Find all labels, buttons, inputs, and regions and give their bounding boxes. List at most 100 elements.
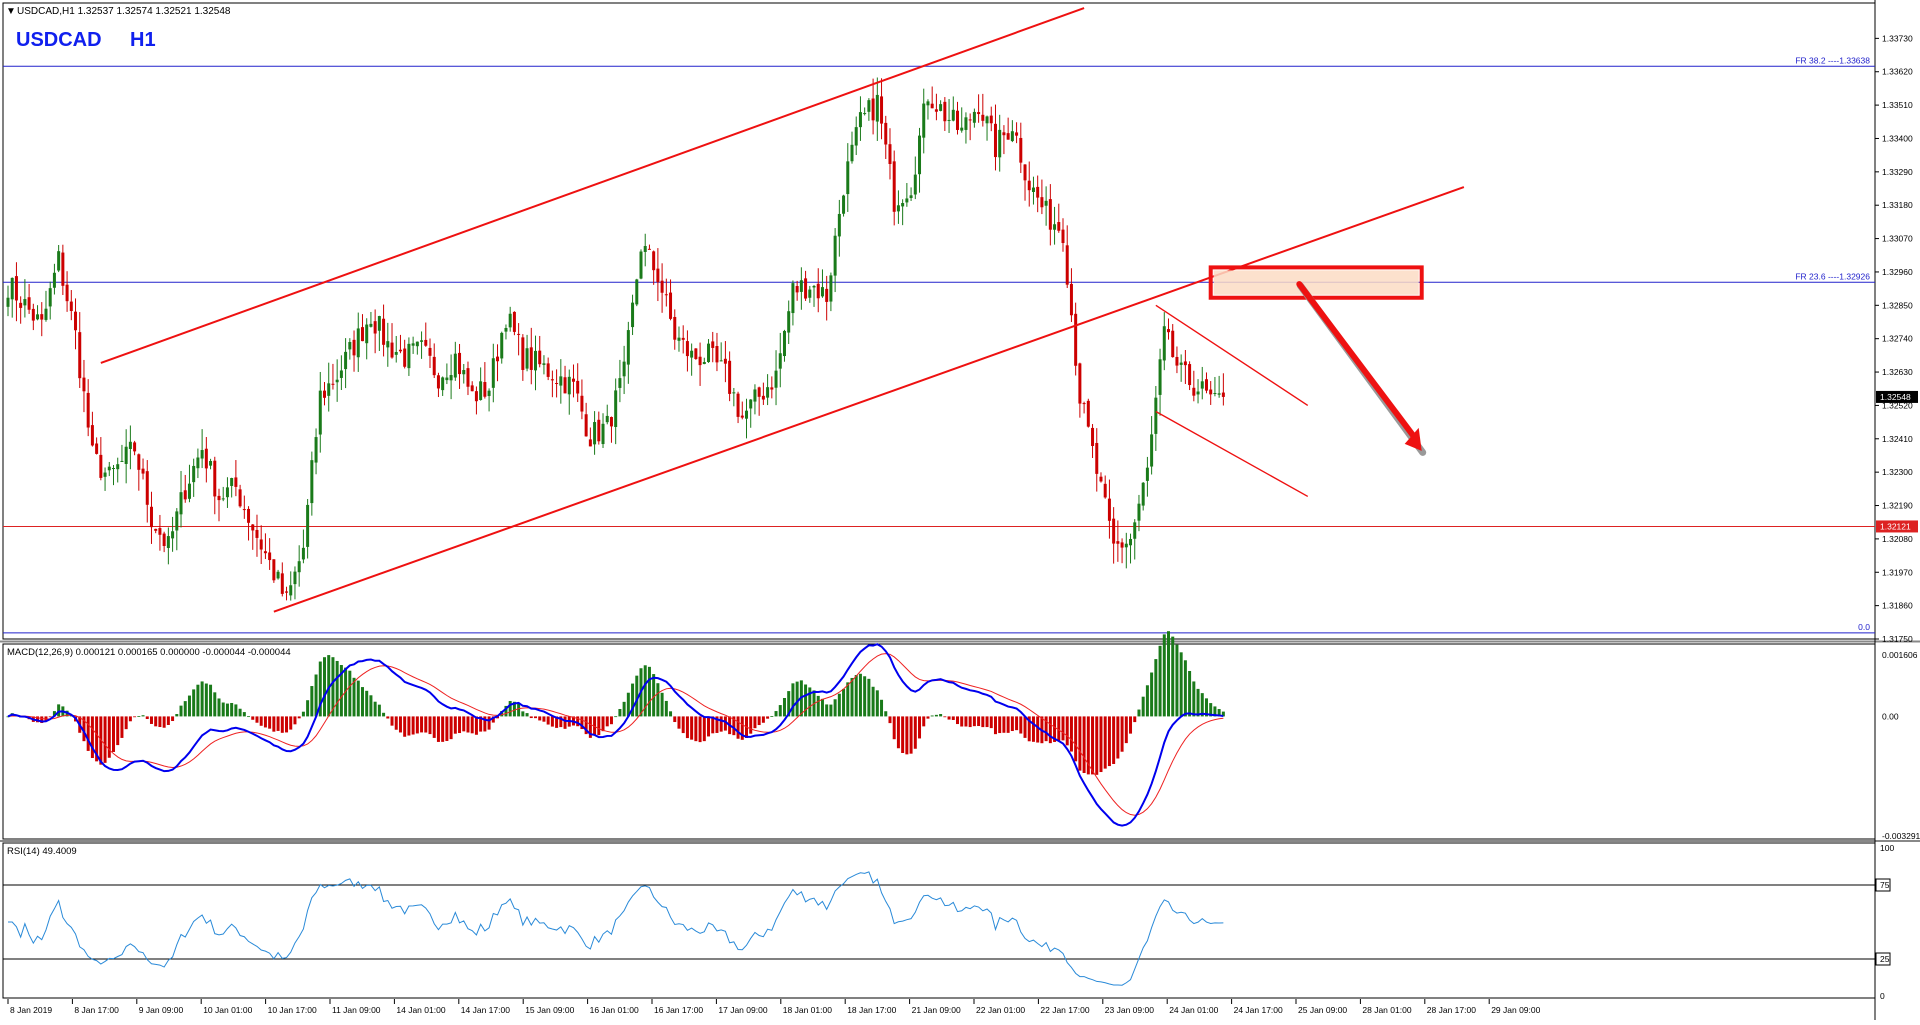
macd-histogram-bar: [791, 683, 795, 717]
macd-histogram-bar: [660, 692, 664, 717]
x-tick-label: 24 Jan 17:00: [1234, 1005, 1283, 1015]
candle-body: [517, 333, 521, 335]
macd-histogram-bar: [1074, 716, 1078, 762]
macd-histogram-bar: [403, 716, 407, 737]
candle-body: [504, 327, 508, 332]
candle-body: [850, 144, 854, 162]
candle-body: [204, 448, 208, 469]
macd-histogram-bar: [850, 677, 854, 717]
macd-histogram-bar: [458, 716, 462, 734]
macd-histogram-bar: [428, 716, 432, 735]
candle-body: [926, 101, 930, 106]
macd-histogram-bar: [854, 675, 858, 717]
candle-body: [6, 297, 10, 307]
macd-histogram-bar: [829, 704, 833, 717]
macd-histogram-bar: [1192, 681, 1196, 717]
macd-histogram-bar: [40, 716, 44, 724]
candle-body: [306, 504, 310, 547]
candle-body: [323, 390, 326, 398]
candle-body: [690, 350, 694, 358]
support-price-tag-bg: [1876, 520, 1918, 533]
candle-body: [352, 339, 356, 356]
macd-histogram-bar: [306, 700, 310, 717]
macd-histogram-bar: [719, 716, 723, 732]
macd-histogram-bar: [825, 704, 829, 717]
candle-body: [770, 387, 774, 390]
macd-histogram-bar: [57, 704, 61, 717]
macd-histogram-bar: [1103, 716, 1107, 769]
candle-body: [1175, 356, 1179, 366]
candle-body: [1158, 359, 1162, 395]
macd-histogram-bar: [301, 711, 305, 717]
candle-body: [1129, 538, 1133, 546]
macd-histogram-bar: [918, 716, 922, 739]
candle-body: [19, 302, 23, 308]
candle-body: [614, 390, 618, 427]
candle-body: [356, 328, 360, 358]
macd-histogram-bar: [761, 716, 765, 723]
macd-histogram-bar: [508, 701, 512, 717]
macd-histogram-bar: [1019, 716, 1023, 734]
macd-histogram-bar: [1065, 716, 1069, 746]
macd-histogram-bar: [913, 716, 917, 749]
macd-histogram-bar: [669, 711, 673, 717]
candle-body: [774, 370, 778, 388]
macd-histogram-bar: [1137, 709, 1141, 717]
candle-body: [112, 468, 115, 470]
candle-body: [1031, 187, 1035, 193]
candle-body: [453, 353, 457, 378]
chart-menu-icon[interactable]: ▼: [6, 6, 16, 17]
candle-body: [1192, 387, 1196, 396]
candle-body: [107, 466, 111, 471]
x-tick-label: 11 Jan 09:00: [332, 1005, 381, 1015]
candle-body: [14, 276, 18, 301]
macd-line: [7, 643, 1224, 827]
y-tick-label: 1.32740: [1882, 334, 1913, 344]
candle-body: [398, 349, 402, 352]
macd-histogram-bar: [432, 716, 436, 738]
macd-histogram-bar: [1023, 716, 1027, 738]
macd-histogram-bar: [926, 716, 930, 719]
candle-body: [816, 283, 820, 299]
macd-histogram-bar: [998, 716, 1002, 734]
macd-histogram-bar: [715, 716, 719, 733]
candle-body: [40, 314, 44, 320]
candle-body: [462, 370, 466, 375]
macd-histogram-bar: [871, 686, 875, 717]
candle-body: [1154, 397, 1158, 434]
macd-histogram-bar: [462, 716, 466, 732]
macd-histogram-bar: [867, 678, 871, 717]
macd-histogram-bar: [816, 695, 820, 717]
macd-histogram-bar: [179, 705, 183, 717]
candle-body: [242, 509, 246, 511]
macd-histogram-bar: [103, 716, 107, 763]
macd-histogram-bar: [525, 713, 529, 717]
candle-body: [432, 356, 436, 376]
candle-body: [972, 111, 976, 123]
candle-body: [1091, 427, 1095, 446]
candle-body: [1179, 362, 1183, 365]
candle-body: [251, 524, 255, 531]
macd-histogram-bar: [884, 711, 888, 717]
candle-body: [1124, 543, 1128, 548]
macd-histogram-bar: [504, 705, 508, 717]
candle-body: [567, 376, 571, 395]
macd-histogram-bar: [770, 716, 774, 717]
candle-body: [951, 109, 955, 121]
candle-body: [605, 415, 609, 423]
macd-histogram-bar: [892, 716, 896, 740]
macd-histogram-bar: [584, 716, 588, 735]
candle-body: [1065, 245, 1069, 285]
candle-body: [1213, 392, 1217, 394]
macd-histogram-bar: [593, 716, 597, 735]
fib-label: FR 38.2 ----1.33638: [1795, 55, 1870, 65]
macd-histogram-bar: [939, 714, 943, 717]
macd-histogram-bar: [424, 716, 428, 733]
macd-histogram-bar: [255, 716, 259, 723]
candle-body: [69, 301, 73, 312]
fib-label: FR 23.6 ----1.32926: [1795, 271, 1870, 281]
macd-histogram-bar: [905, 716, 909, 755]
candle-body: [141, 468, 145, 474]
candle-body: [293, 571, 297, 585]
macd-histogram-bar: [466, 716, 470, 733]
